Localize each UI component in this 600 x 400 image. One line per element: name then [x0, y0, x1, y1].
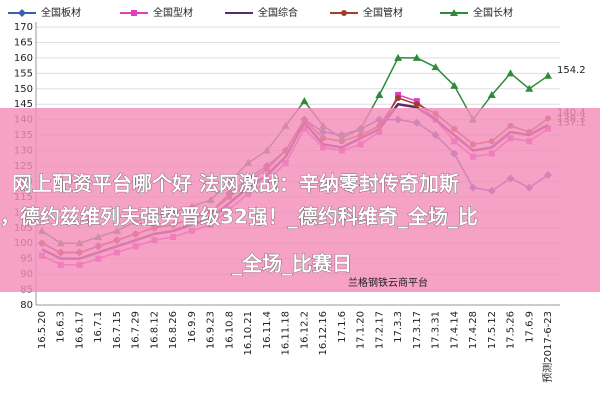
marker: [450, 81, 459, 89]
x-tick-label: 16.11.4: [262, 311, 273, 349]
marker: [450, 9, 458, 16]
x-tick-label: 16.9.9: [187, 311, 198, 343]
x-tick-label: 16.8.26: [168, 311, 179, 349]
y-tick-label: 145: [14, 99, 33, 110]
x-tick-label: 16.6.3: [56, 311, 67, 343]
marker: [431, 63, 440, 71]
x-tick-label: 17.3.3: [393, 311, 404, 343]
marker: [413, 98, 420, 105]
x-tick-label: 17.5.26: [506, 311, 517, 349]
x-tick-label: 16.10.21: [243, 311, 254, 356]
legend-label: 全国长材: [473, 6, 513, 19]
marker: [375, 90, 384, 98]
legend-label: 全国型材: [153, 6, 193, 19]
x-tick-label: 16.6.17: [74, 311, 85, 349]
marker: [341, 10, 347, 16]
y-tick-label: 80: [20, 300, 33, 311]
x-tick-label: 17.4.28: [468, 311, 479, 349]
x-tick-label: 17.1.6: [337, 311, 348, 343]
x-tick-label: 17.5.12: [487, 311, 498, 349]
marker: [413, 101, 420, 108]
y-tick-label: 160: [14, 53, 33, 64]
marker: [395, 95, 402, 102]
data-label: 154.2: [557, 65, 586, 76]
marker: [487, 90, 496, 98]
x-tick-label: 17.3.31: [431, 311, 442, 349]
x-tick-label: 16.7.29: [131, 311, 142, 349]
marker: [394, 53, 403, 61]
marker: [18, 9, 26, 17]
banner-text: _全场_比赛日: [232, 252, 352, 276]
x-tick-label: 16.5.20: [37, 311, 48, 349]
x-tick-label: 17.2.17: [374, 311, 385, 349]
x-tick-label: 17.4.14: [449, 311, 460, 349]
banner-text: 网上配资平台哪个好 法网激战：辛纳零封传奇加斯: [12, 172, 459, 196]
banner-text: ，德约兹维列夫强势晋级32强！_德约科维奇_全场_比: [0, 205, 478, 229]
legend-label: 全国综合: [258, 6, 298, 19]
overlay-banner: [0, 108, 600, 292]
legend-label: 全国板材: [41, 6, 81, 19]
x-tick-label: 17.6.9: [524, 311, 535, 343]
marker: [131, 10, 137, 16]
marker: [506, 69, 515, 77]
x-tick-label: 16.10.8: [224, 311, 235, 349]
x-tick-label: 17.3.17: [412, 311, 423, 349]
x-tick-label: 16.7.15: [112, 311, 123, 349]
x-tick-label: 16.12.16: [318, 311, 329, 356]
x-tick-label: 16.11.18: [281, 311, 292, 356]
legend-label: 全国管材: [363, 6, 403, 19]
y-tick-label: 155: [14, 68, 33, 79]
marker: [300, 97, 309, 105]
x-tick-label: 预测2017-6-23: [541, 311, 554, 383]
y-tick-label: 165: [14, 37, 33, 48]
marker: [544, 71, 552, 79]
x-tick-label: 17.1.20: [356, 311, 367, 349]
x-tick-label: 16.12.2: [299, 311, 310, 349]
x-tick-label: 16.8.12: [149, 311, 160, 349]
marker: [395, 91, 402, 98]
x-tick-label: 16.9.23: [206, 311, 217, 349]
x-tick-label: 16.7.1: [93, 311, 104, 343]
y-tick-label: 170: [14, 22, 33, 33]
marker: [412, 53, 421, 61]
watermark: 兰格钢铁云商平台: [348, 276, 428, 289]
marker: [525, 84, 534, 92]
y-tick-label: 150: [14, 84, 33, 95]
